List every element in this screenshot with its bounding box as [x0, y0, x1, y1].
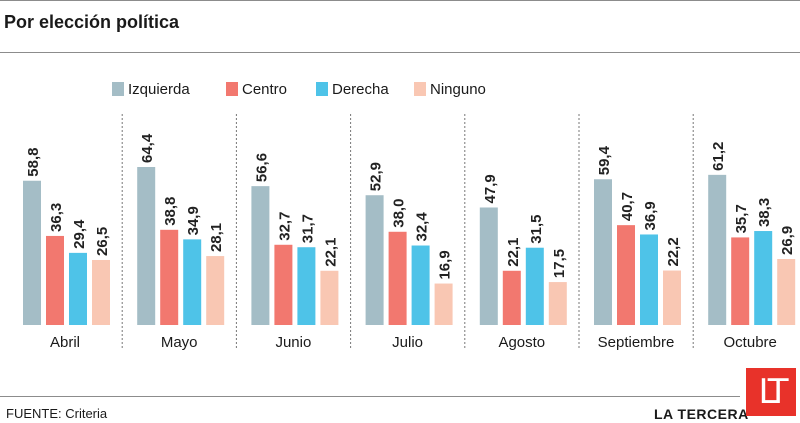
bar-izquierda-septiembre: [594, 179, 612, 325]
category-label: Mayo: [161, 334, 198, 351]
legend-label-ninguno: Ninguno: [430, 80, 486, 98]
bar-ninguno-octubre: [777, 259, 796, 325]
category-label: Junio: [275, 334, 311, 351]
bar-ninguno-julio: [434, 283, 453, 325]
legend: Izquierda Centro Derecha Ninguno: [0, 79, 800, 99]
data-label: 22,2: [665, 237, 682, 266]
data-label: 26,9: [779, 226, 796, 255]
data-label: 32,4: [414, 212, 431, 242]
top-rule: [0, 0, 800, 1]
data-label: 38,0: [391, 199, 408, 228]
bar-ninguno-abril: [92, 259, 110, 325]
legend-item-centro: Centro: [226, 79, 287, 99]
data-label: 40,7: [619, 192, 636, 221]
data-label: 61,2: [710, 142, 727, 171]
data-label: 36,3: [48, 203, 65, 232]
data-label: 52,9: [368, 162, 385, 191]
bar-centro-abril: [46, 235, 64, 325]
source-text: FUENTE: Criteria: [6, 406, 108, 421]
data-label: 29,4: [71, 219, 88, 249]
data-label: 38,3: [756, 198, 773, 227]
data-label: 26,5: [94, 227, 111, 256]
bar-ninguno-junio: [320, 270, 339, 325]
data-label: 32,7: [276, 212, 293, 241]
data-label: 56,6: [253, 153, 270, 182]
category-label: Abril: [50, 334, 80, 351]
bar-derecha-septiembre: [640, 234, 658, 325]
bar-centro-octubre: [731, 237, 750, 325]
legend-label-izquierda: Izquierda: [128, 80, 190, 98]
legend-item-izquierda: Izquierda: [112, 79, 190, 99]
data-label: 17,5: [551, 249, 568, 278]
bar-izquierda-abril: [23, 180, 41, 325]
legend-label-derecha: Derecha: [332, 80, 389, 98]
data-label: 36,9: [642, 201, 659, 230]
data-label: 16,9: [437, 250, 454, 279]
bar-derecha-junio: [297, 247, 316, 325]
category-label: Agosto: [498, 334, 545, 351]
legend-swatch-centro: [226, 82, 238, 96]
data-label: 47,9: [482, 174, 499, 203]
category-label: Septiembre: [598, 334, 675, 351]
bar-izquierda-julio: [365, 195, 384, 325]
chart-title: Por elección política: [4, 12, 180, 32]
title-rule: [0, 52, 800, 53]
legend-swatch-izquierda: [112, 82, 124, 96]
lt-logo: LT: [746, 368, 796, 416]
data-label: 35,7: [733, 204, 750, 233]
legend-label-centro: Centro: [242, 80, 288, 98]
category-label: Julio: [392, 334, 423, 351]
bar-izquierda-octubre: [708, 174, 727, 325]
bar-izquierda-agosto: [479, 207, 498, 325]
brand-name: LA TERCERA: [654, 406, 749, 422]
bar-derecha-octubre: [754, 231, 773, 325]
bar-centro-septiembre: [617, 225, 635, 325]
bar-ninguno-mayo: [206, 256, 225, 325]
data-label: 31,7: [299, 214, 316, 243]
bar-derecha-julio: [411, 245, 430, 325]
legend-item-derecha: Derecha: [316, 79, 389, 99]
bar-izquierda-junio: [251, 186, 270, 325]
data-label: 34,9: [185, 206, 202, 235]
bar-centro-agosto: [502, 270, 521, 325]
data-label: 28,1: [208, 223, 225, 252]
bar-ninguno-septiembre: [663, 270, 681, 325]
data-label: 64,4: [139, 133, 156, 163]
category-label: Octubre: [724, 334, 777, 351]
legend-swatch-derecha: [316, 82, 328, 96]
bar-derecha-mayo: [183, 239, 202, 325]
data-label: 22,1: [505, 238, 522, 267]
data-label: 22,1: [322, 238, 339, 267]
footer-rule: [0, 396, 740, 397]
bar-centro-mayo: [160, 229, 179, 325]
bar-ninguno-agosto: [548, 282, 567, 325]
bar-derecha-agosto: [525, 247, 544, 325]
legend-swatch-ninguno: [414, 82, 426, 96]
bar-centro-junio: [274, 244, 293, 325]
bar-izquierda-mayo: [137, 167, 156, 325]
data-label: 38,8: [162, 197, 179, 226]
data-label: 58,8: [25, 148, 42, 177]
bar-centro-julio: [388, 231, 407, 325]
legend-item-ninguno: Ninguno: [414, 79, 486, 99]
bar-chart: 58,8 36,3 29,4 26,5 Abril 64,4 38,8 34,9 28,1 May…: [23, 114, 796, 351]
data-label: 31,5: [528, 215, 545, 244]
lt-logo-text: LT: [758, 372, 788, 412]
data-label: 59,4: [596, 145, 613, 175]
bar-derecha-abril: [69, 252, 87, 325]
